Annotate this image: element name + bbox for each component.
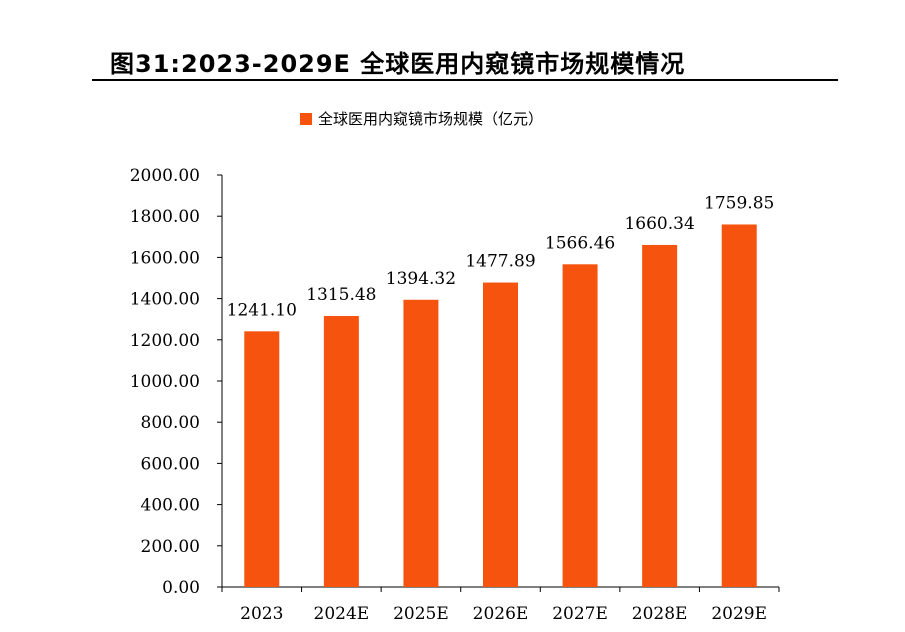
data-label: 1241.10 xyxy=(227,300,297,320)
x-tick-label: 2024E xyxy=(314,604,370,624)
y-tick-label: 200.00 xyxy=(141,537,200,557)
x-tick-label: 2029E xyxy=(711,604,767,624)
y-tick-label: 1800.00 xyxy=(130,207,200,227)
y-tick-label: 1600.00 xyxy=(130,248,200,268)
bar xyxy=(244,331,280,587)
figure-title: 图31:2023-2029E 全球医用内窥镜市场规模情况 xyxy=(110,50,686,78)
y-tick-label: 1000.00 xyxy=(130,372,200,392)
x-tick-label: 2027E xyxy=(552,604,608,624)
legend-swatch xyxy=(300,112,312,125)
y-tick-label: 1200.00 xyxy=(130,331,200,351)
bar xyxy=(642,244,678,587)
chart-legend: 全球医用内窥镜市场规模（亿元） xyxy=(300,108,543,129)
title-divider xyxy=(92,79,838,81)
legend-label: 全球医用内窥镜市场规模（亿元） xyxy=(318,110,544,128)
y-tick-label: 800.00 xyxy=(141,413,200,433)
data-label: 1566.46 xyxy=(545,233,615,253)
data-label: 1660.34 xyxy=(624,214,694,234)
y-tick-label: 0.00 xyxy=(162,578,200,598)
bar xyxy=(483,282,518,587)
y-tick-label: 2000.00 xyxy=(130,166,200,186)
x-tick-label: 2023 xyxy=(240,604,283,624)
bar xyxy=(562,264,598,587)
bar xyxy=(721,224,757,588)
data-label: 1394.32 xyxy=(386,269,456,289)
data-label: 1315.48 xyxy=(306,285,376,305)
x-tick-label: 2026E xyxy=(473,604,529,624)
data-label: 1759.85 xyxy=(704,193,774,213)
y-tick-label: 600.00 xyxy=(141,454,200,474)
y-tick-label: 400.00 xyxy=(141,496,200,516)
y-tick-label: 1400.00 xyxy=(130,290,200,310)
data-label: 1477.89 xyxy=(465,252,535,272)
bar xyxy=(403,299,439,587)
x-tick-label: 2028E xyxy=(632,604,688,624)
x-tick-label: 2025E xyxy=(393,604,449,624)
bar xyxy=(323,316,359,587)
